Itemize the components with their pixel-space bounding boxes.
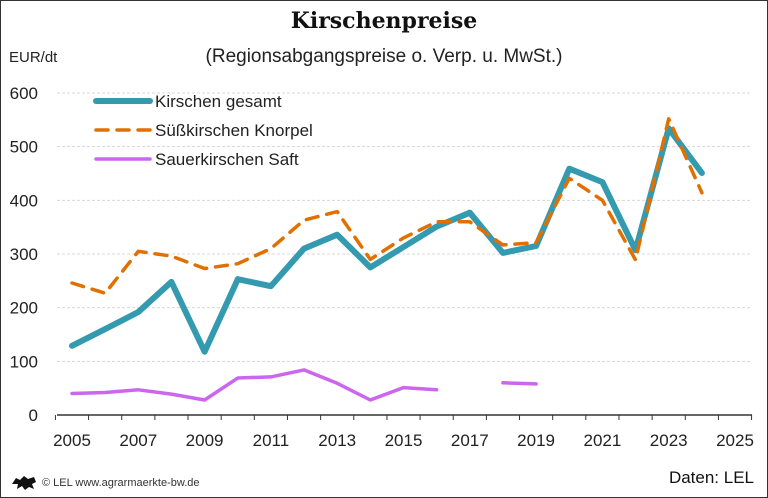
data-source: Daten: LEL xyxy=(668,468,754,487)
x-tick-label: 2011 xyxy=(253,431,290,450)
y-tick-label: 500 xyxy=(10,138,38,157)
x-tick-label: 2025 xyxy=(716,431,754,450)
series-line-1 xyxy=(70,117,704,295)
y-tick-label: 100 xyxy=(10,352,38,371)
x-tick-label: 2017 xyxy=(451,431,489,450)
x-tick-label: 2015 xyxy=(385,431,423,450)
y-tick-label: 600 xyxy=(10,84,38,103)
y-axis-label: EUR/dt xyxy=(9,49,58,66)
series-line-0 xyxy=(69,125,705,355)
x-tick-label: 2005 xyxy=(53,431,91,450)
legend-label: Kirschen gesamt xyxy=(155,92,282,111)
y-tick-label: 300 xyxy=(10,245,38,264)
chart-subtitle: (Regionsabgangspreise o. Verp. u. MwSt.) xyxy=(205,46,563,67)
legend-label: Süßkirschen Knorpel xyxy=(155,121,313,140)
y-tick-label: 0 xyxy=(29,406,38,425)
x-tick-label: 2013 xyxy=(318,431,356,450)
x-tick-label: 2019 xyxy=(517,431,555,450)
series-line-2 xyxy=(501,381,538,386)
y-tick-label: 400 xyxy=(10,191,38,210)
legend-label: Sauerkirschen Saft xyxy=(155,150,299,169)
copyright-text: © LEL www.agrarmaerkte-bw.de xyxy=(42,477,200,489)
x-tick-label: 2023 xyxy=(650,431,688,450)
series-line-2 xyxy=(70,368,439,402)
x-tick-label: 2009 xyxy=(186,431,224,450)
x-tick-label: 2007 xyxy=(119,431,157,450)
y-tick-label: 200 xyxy=(10,299,38,318)
chart-title: Kirschenpreise xyxy=(290,8,478,34)
x-tick-label: 2021 xyxy=(583,431,621,450)
lion-logo-icon xyxy=(12,476,36,490)
